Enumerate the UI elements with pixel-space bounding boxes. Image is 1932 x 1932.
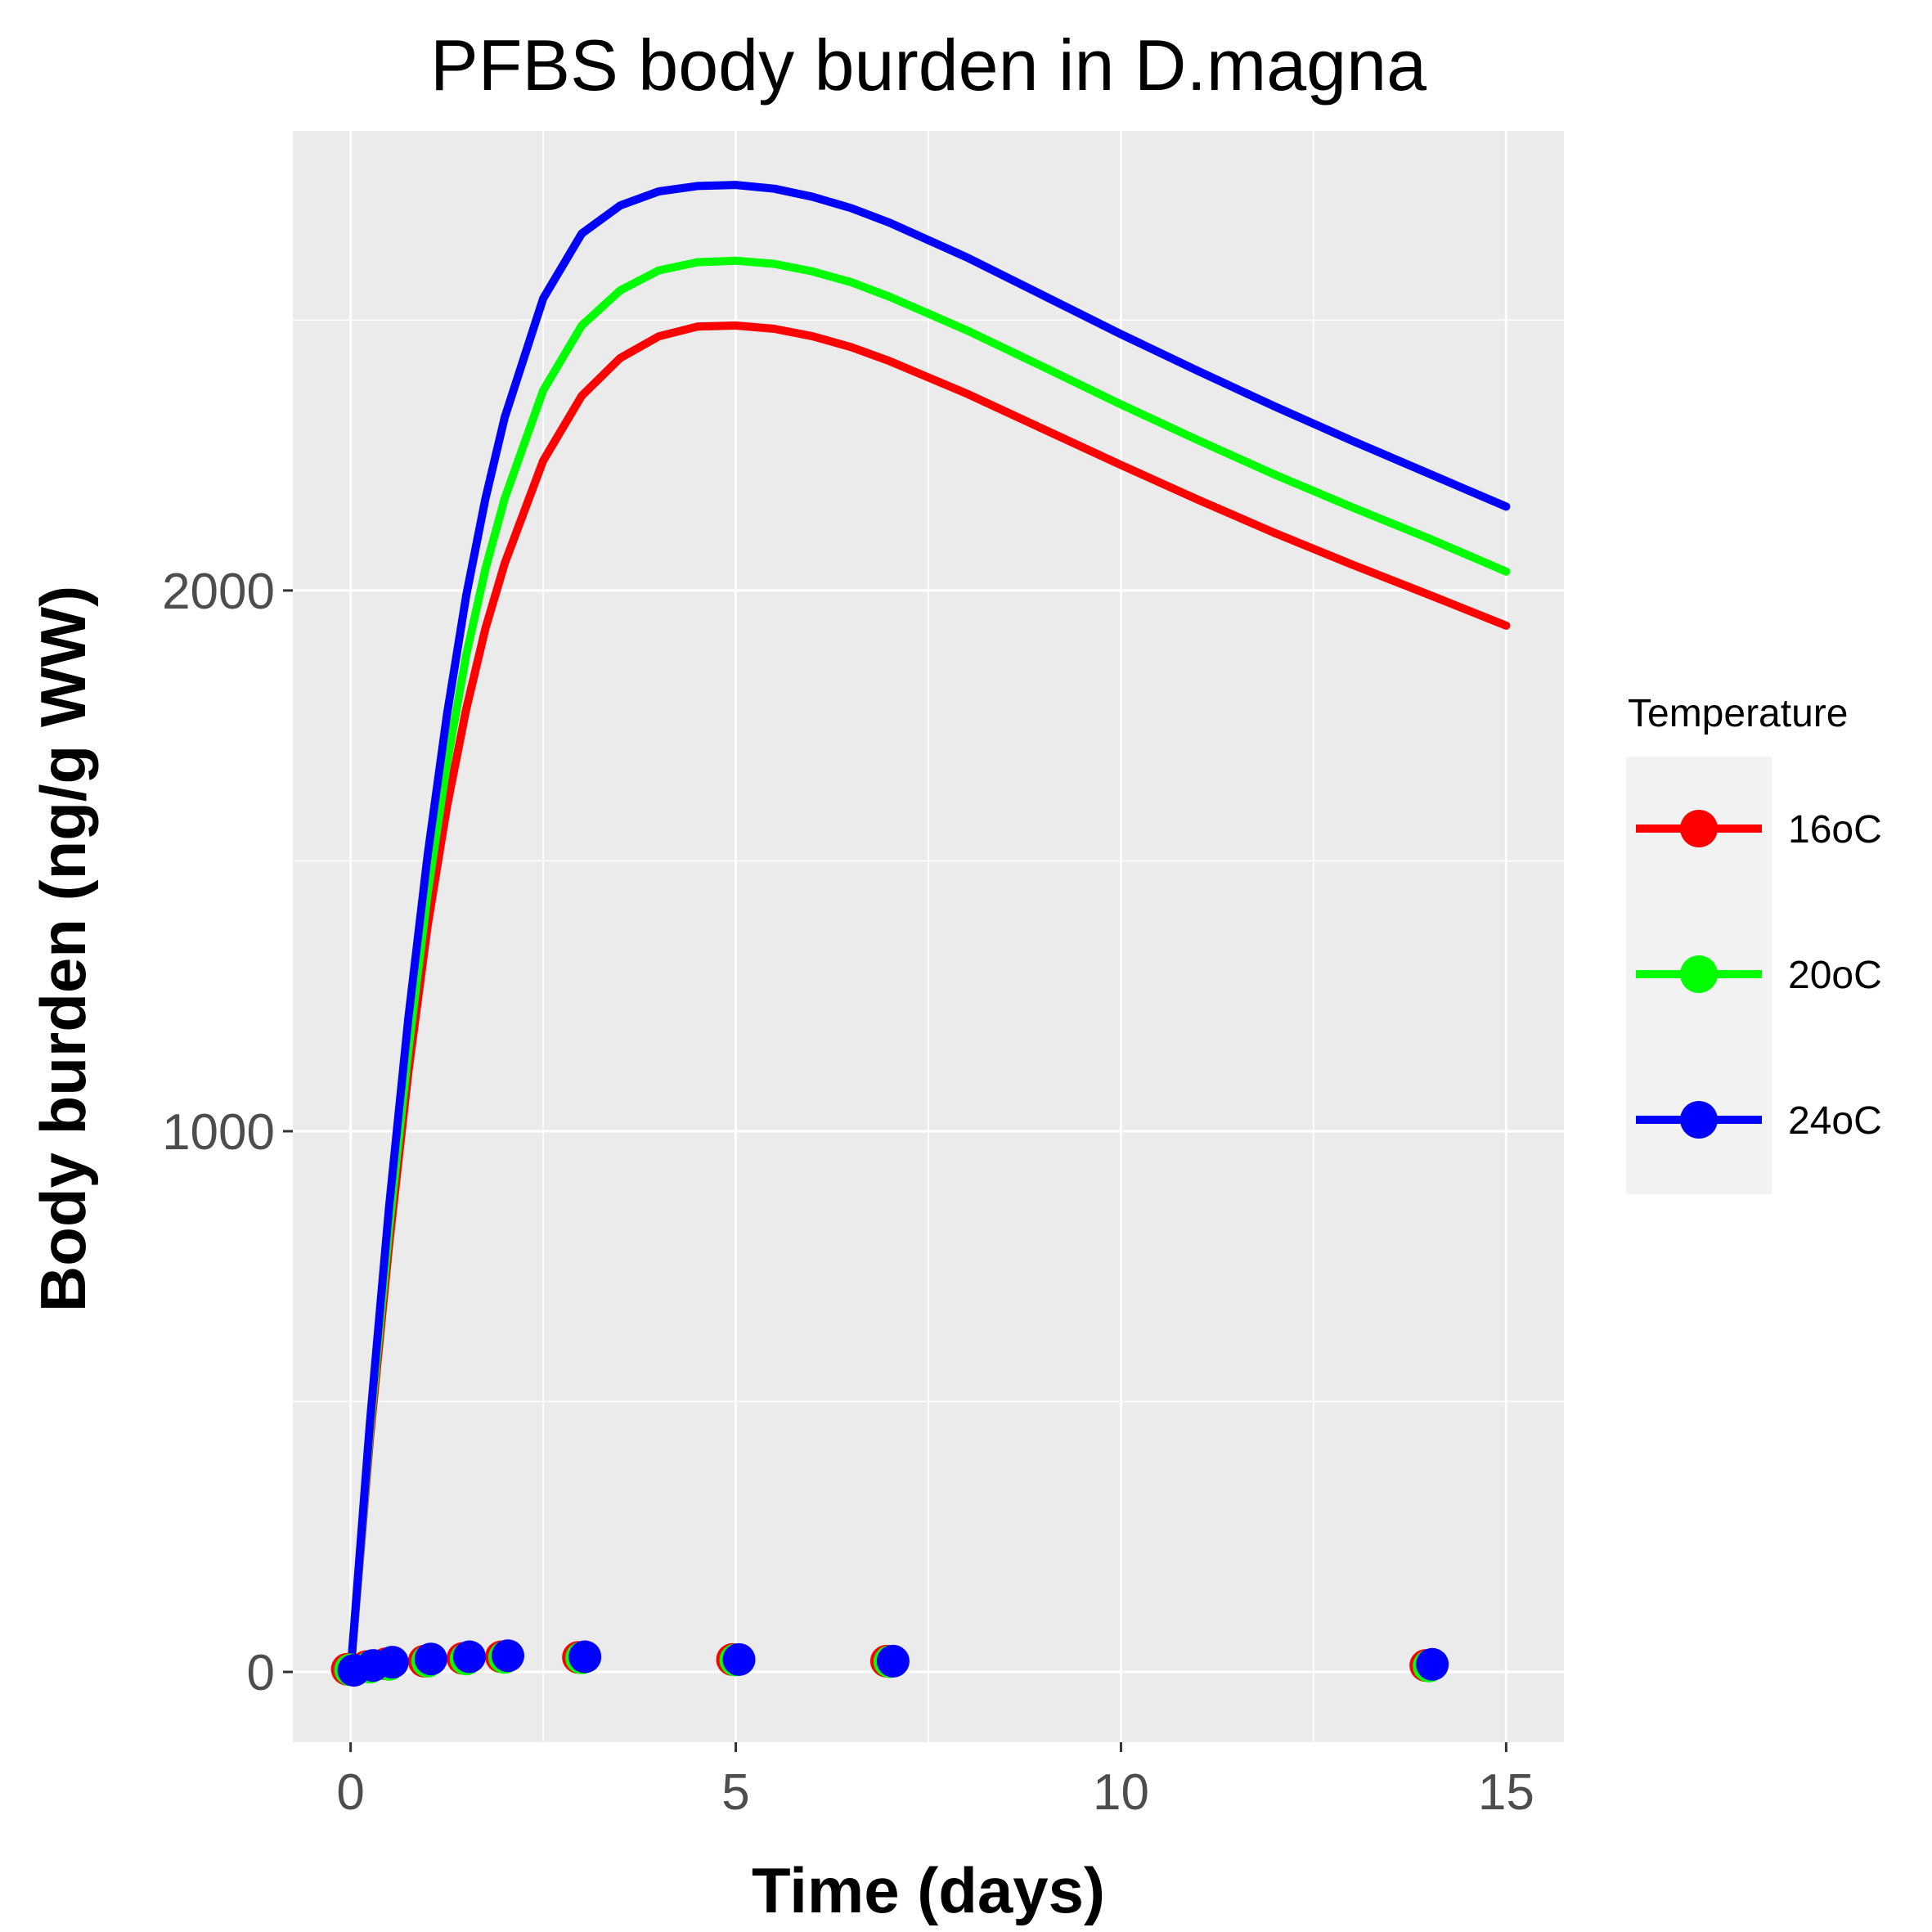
legend-label-20oC: 20oC [1788,954,1882,997]
legend-label-24oC: 24oC [1788,1099,1882,1143]
data-point-24oC [722,1642,756,1676]
series-lines [346,181,1511,1677]
y-tick-label: 1000 [162,1104,275,1161]
y-axis: 0 1000 2000 [162,564,293,1701]
legend-marker-20oC [1680,955,1718,993]
data-point-24oC [876,1644,910,1678]
data-point-24oC [568,1640,602,1674]
chart-title: PFBS body burden in D.magna [430,25,1427,106]
legend-marker-24oC [1680,1101,1718,1139]
y-tick-label: 2000 [162,564,275,620]
legend-label-16oC: 16oC [1788,808,1882,851]
series-line-16oC [346,321,1511,1677]
x-tick-label: 5 [721,1764,749,1821]
series-points [330,1639,1449,1687]
y-axis-title: Body burden (ng/g WW) [27,586,99,1312]
data-point-24oC [1416,1647,1449,1681]
series-line-24oC [346,181,1511,1677]
data-point-24oC [375,1646,409,1679]
x-tick-label: 10 [1093,1764,1149,1821]
legend-marker-16oC [1680,810,1718,847]
legend-title: Temperature [1628,692,1848,735]
data-point-24oC [414,1642,447,1676]
x-axis: 0 5 10 15 [336,1742,1534,1821]
x-axis-title: Time (days) [752,1854,1105,1926]
legend: Temperature 16oC 20oC 24oC [1626,692,1882,1194]
data-point-24oC [492,1639,524,1673]
y-tick-label: 0 [247,1645,275,1701]
x-tick-label: 0 [336,1764,364,1821]
x-tick-label: 15 [1478,1764,1534,1821]
data-point-24oC [452,1640,486,1674]
series-line-20oC [346,256,1511,1677]
